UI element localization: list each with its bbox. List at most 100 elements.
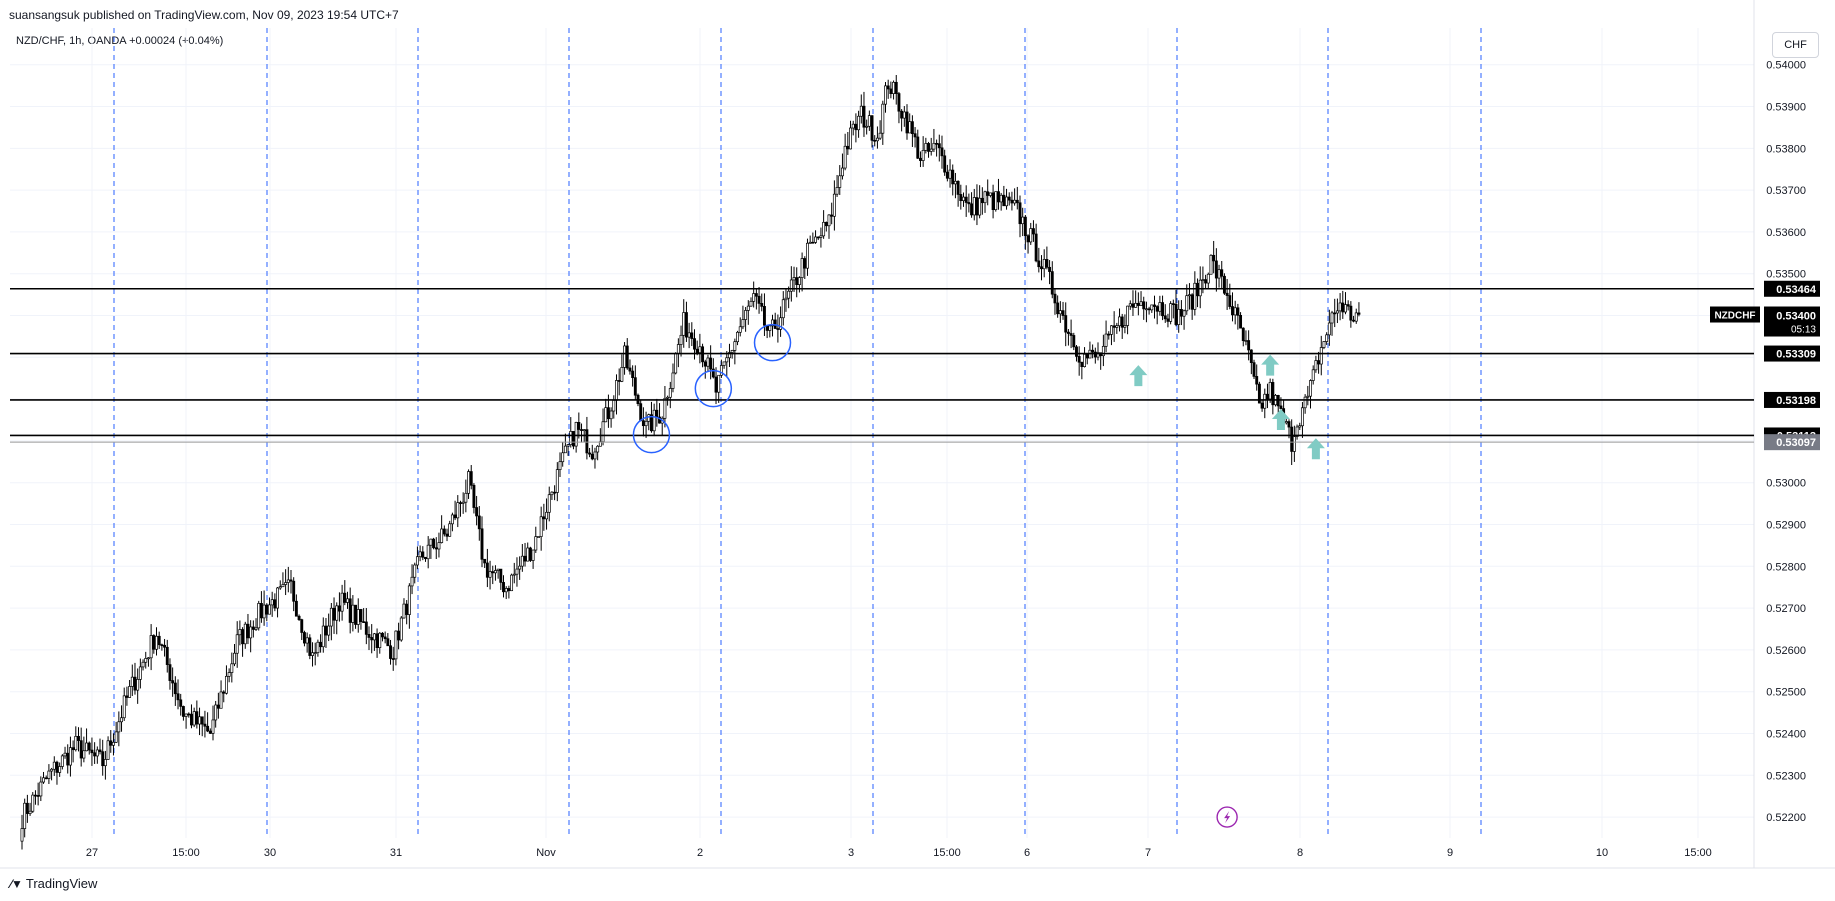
candle-body: [173, 682, 177, 695]
arrow-up-icon[interactable]: [1306, 438, 1325, 460]
candle-body: [908, 121, 912, 134]
candle-body: [862, 105, 866, 128]
candle-body: [1354, 312, 1358, 322]
level-price-label: 0.53309: [1776, 349, 1816, 361]
candle-body: [343, 592, 347, 603]
candle-body: [526, 547, 530, 562]
candle-body: [593, 451, 597, 460]
arrow-up-icon[interactable]: [1261, 354, 1280, 376]
candle-body: [1279, 405, 1283, 409]
candle-body: [1166, 318, 1170, 322]
y-tick-label: 0.52400: [1766, 729, 1806, 741]
candle-body: [214, 704, 218, 721]
candle-body: [553, 491, 557, 494]
candle-body: [695, 348, 699, 353]
candle-body: [1300, 407, 1304, 427]
candle-body: [789, 279, 793, 292]
candle-body: [1096, 352, 1100, 358]
candle-body: [109, 740, 113, 746]
candle-body: [1131, 303, 1135, 308]
candle-body: [970, 203, 974, 216]
candle-body: [1311, 369, 1315, 381]
candle-body: [440, 528, 444, 543]
candle-body: [47, 770, 51, 779]
candle-body: [294, 600, 298, 617]
candle-body: [1134, 302, 1138, 308]
candle-body: [206, 725, 210, 732]
y-tick-label: 0.52800: [1766, 561, 1806, 573]
y-tick-label: 0.54000: [1766, 60, 1806, 72]
candle-body: [20, 828, 24, 842]
candle-body: [822, 221, 826, 237]
candle-body: [1031, 228, 1035, 235]
candle-body: [1249, 349, 1253, 364]
candle-body: [224, 675, 228, 694]
candle-body: [179, 699, 183, 707]
candle-body: [746, 305, 750, 311]
x-tick-label: 10: [1596, 847, 1608, 859]
candle-body: [93, 752, 97, 757]
candle-body: [625, 345, 629, 369]
candle-body: [184, 713, 188, 717]
candle-body: [824, 221, 828, 227]
currency-button[interactable]: CHF: [1772, 32, 1819, 58]
candle-body: [574, 421, 578, 447]
candle-body: [894, 81, 898, 94]
candle-body: [1352, 319, 1355, 322]
candle-body: [647, 414, 651, 422]
candle-body: [604, 407, 608, 423]
candle-body: [515, 568, 519, 575]
candle-body: [483, 558, 487, 564]
candle-body: [919, 157, 922, 161]
x-tick-label: Nov: [536, 847, 556, 859]
candle-body: [120, 717, 123, 723]
candle-body: [1069, 333, 1073, 336]
candle-body: [265, 604, 269, 615]
arrow-up-icon[interactable]: [1129, 365, 1148, 387]
candle-body: [1174, 303, 1178, 325]
candle-body: [666, 396, 670, 399]
y-tick-label: 0.52700: [1766, 603, 1806, 615]
candle-body: [978, 197, 982, 216]
candle-body: [1161, 302, 1165, 317]
y-tick-label: 0.53800: [1766, 143, 1806, 155]
candle-body: [1013, 199, 1017, 204]
candle-body: [499, 568, 503, 583]
y-tick-label: 0.52900: [1766, 520, 1806, 532]
candle-body: [935, 142, 939, 145]
candle-body: [1126, 305, 1130, 326]
candle-body: [948, 169, 952, 179]
candle-body: [101, 751, 105, 767]
y-tick-label: 0.52600: [1766, 645, 1806, 657]
candle-body: [39, 781, 43, 797]
candle-body: [886, 85, 890, 90]
candle-body: [1037, 260, 1041, 268]
candle-body: [155, 635, 158, 650]
candle-body: [477, 515, 481, 530]
candle-body: [243, 623, 247, 645]
candle-body: [623, 345, 627, 368]
candle-body: [1109, 325, 1113, 335]
circle-annotation[interactable]: [753, 323, 792, 362]
y-tick-label: 0.53500: [1766, 269, 1806, 281]
candle-body: [496, 568, 500, 571]
candle-body: [999, 194, 1003, 203]
arrow-up-icon[interactable]: [1271, 409, 1290, 431]
candle-body: [983, 191, 987, 204]
candle-body: [23, 802, 27, 829]
candle-body: [1346, 304, 1350, 307]
circle-annotation[interactable]: [632, 415, 671, 454]
candle-body: [1083, 353, 1086, 368]
candle-body: [620, 367, 624, 382]
candle-body: [577, 421, 581, 430]
candle-body: [262, 604, 266, 619]
candle-body: [1357, 312, 1361, 315]
candle-body: [733, 341, 737, 351]
candle-body: [278, 586, 282, 589]
candle-body: [518, 565, 522, 570]
candle-body: [870, 115, 874, 141]
circle-annotation[interactable]: [694, 369, 733, 408]
candle-body: [1115, 325, 1119, 328]
candle-body: [284, 582, 288, 585]
